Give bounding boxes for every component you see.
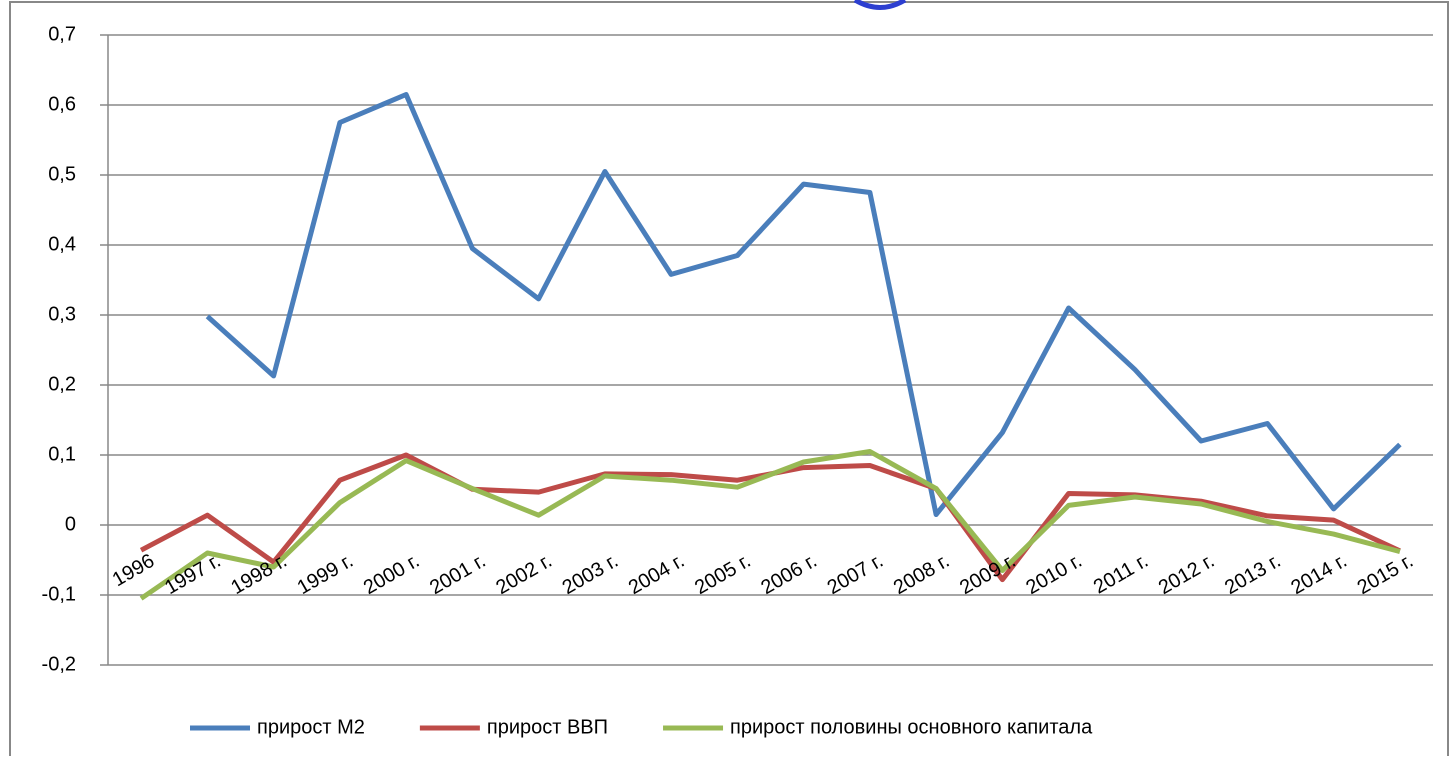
series-line bbox=[139, 449, 1401, 601]
y-tick-label: 0,2 bbox=[48, 373, 76, 395]
chart-frame bbox=[9, 1, 1449, 761]
x-tick-label: 2005 г. bbox=[691, 550, 754, 599]
x-tick-label: 2010 г. bbox=[1022, 550, 1085, 599]
x-tick-label: 2007 г. bbox=[824, 550, 887, 599]
y-tick-label: 0,5 bbox=[48, 163, 76, 185]
x-tick-label: 2012 г. bbox=[1155, 550, 1218, 599]
x-tick-label: 1999 г. bbox=[294, 550, 357, 599]
series-line bbox=[205, 92, 1402, 517]
decoration bbox=[853, 0, 907, 10]
x-tick-label: 2003 г. bbox=[559, 550, 622, 599]
x-tick-label: 2006 г. bbox=[757, 550, 820, 599]
x-tick-label: 2015 г. bbox=[1354, 550, 1417, 599]
x-tick-label: 2004 г. bbox=[625, 550, 688, 599]
y-tick-label: 0,4 bbox=[48, 233, 76, 255]
x-tick-label: 1997 г. bbox=[161, 550, 224, 599]
y-tick-label: -0,2 bbox=[42, 653, 76, 675]
x-tick-label: 1996 bbox=[109, 550, 159, 591]
x-tick-label: 2000 г. bbox=[360, 550, 423, 599]
legend-label: прирост половины основного капитала bbox=[730, 716, 1093, 738]
y-tick-label: -0,1 bbox=[42, 583, 76, 605]
y-tick-label: 0 bbox=[65, 513, 76, 535]
x-tick-label: 2002 г. bbox=[492, 550, 555, 599]
legend-label: прирост ВВП bbox=[487, 716, 608, 738]
y-tick-label: 0,7 bbox=[48, 23, 76, 45]
x-tick-label: 2011 г. bbox=[1090, 550, 1152, 599]
y-tick-label: 0,6 bbox=[48, 93, 76, 115]
legend-label: прирост М2 bbox=[257, 716, 365, 738]
x-tick-label: 2014 г. bbox=[1287, 550, 1350, 599]
y-tick-label: 0,1 bbox=[48, 443, 76, 465]
y-tick-label: 0,3 bbox=[48, 303, 76, 325]
x-tick-label: 2008 г. bbox=[890, 550, 953, 599]
x-tick-label: 2001 г. bbox=[426, 550, 489, 599]
x-tick-label: 2013 г. bbox=[1221, 550, 1284, 599]
